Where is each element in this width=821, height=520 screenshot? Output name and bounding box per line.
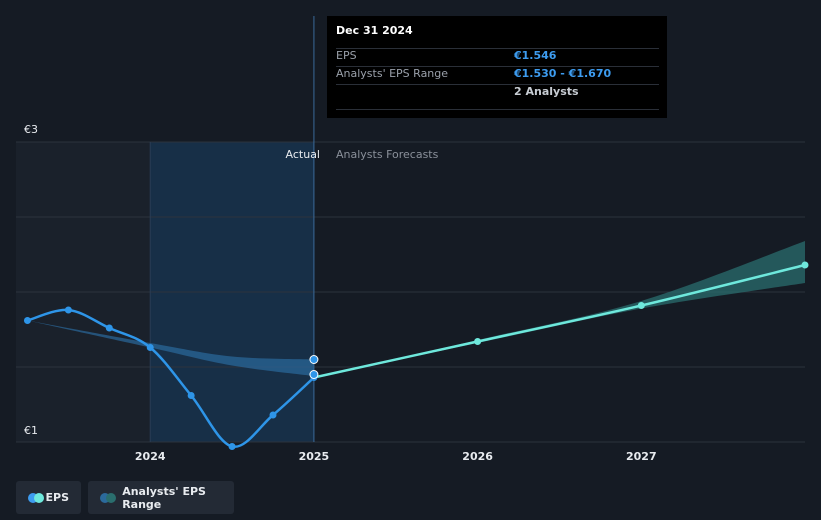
tooltip-range-label: Analysts' EPS Range (336, 67, 449, 80)
tooltip-date: Dec 31 2024 (336, 24, 413, 37)
actual-eps-point (105, 324, 113, 332)
forecast-eps-point (474, 338, 482, 345)
forecast-eps-line (313, 263, 806, 379)
tooltip-marker (309, 370, 319, 379)
x-tick-label: 2026 (462, 450, 493, 463)
eps-dot-icon (28, 492, 44, 503)
legend-eps-label: EPS (45, 491, 70, 504)
range-dot-icon (100, 492, 116, 503)
x-axis-labels: 2024 2025 2026 2027 (135, 450, 657, 463)
forecast-range-band (313, 241, 805, 378)
y-axis-labels: €3 €1 (24, 123, 38, 437)
x-tick-label: 2025 (299, 450, 330, 463)
tooltip-eps-value: €1.546 (514, 49, 557, 62)
y-tick-label: €3 (24, 123, 38, 136)
forecast-eps-point (637, 302, 645, 309)
actual-eps-point (228, 443, 236, 450)
actual-eps-point (269, 411, 277, 419)
tooltip-range-value: €1.530 - €1.670 (514, 67, 612, 80)
legend-eps-button[interactable]: EPS (16, 481, 81, 514)
legend-range-label: Analysts' EPS Range (122, 484, 206, 511)
actual-eps-line (27, 308, 315, 448)
tooltip-row-analysts: 2 Analysts (336, 84, 659, 102)
actual-eps-point (64, 306, 72, 314)
tooltip-divider (336, 109, 659, 110)
eps-range-bands (27, 241, 805, 378)
tooltip-row-eps: EPS €1.546 (336, 48, 659, 66)
x-tick-label: 2024 (135, 450, 166, 463)
actual-eps-point (23, 317, 31, 324)
legend-range-button[interactable]: Analysts' EPS Range (88, 481, 234, 514)
forecast-eps-point (801, 261, 809, 269)
eps-points (23, 261, 809, 450)
tooltip-analysts-value: 2 Analysts (514, 85, 579, 98)
tooltip-row-range: Analysts' EPS Range €1.530 - €1.670 (336, 66, 659, 84)
tooltip: Dec 31 2024 EPS €1.546 Analysts' EPS Ran… (327, 16, 667, 118)
x-tick-label: 2027 (626, 450, 657, 463)
actual-eps-point (187, 392, 195, 399)
y-tick-label: €1 (24, 424, 38, 437)
actual-range-band (27, 320, 314, 376)
actual-label: Actual (286, 148, 320, 161)
actual-eps-point (146, 344, 154, 351)
forecast-label: Analysts Forecasts (336, 148, 439, 161)
tooltip-marker (309, 355, 319, 364)
tooltip-eps-label: EPS (336, 49, 357, 62)
eps-lines (27, 263, 806, 448)
